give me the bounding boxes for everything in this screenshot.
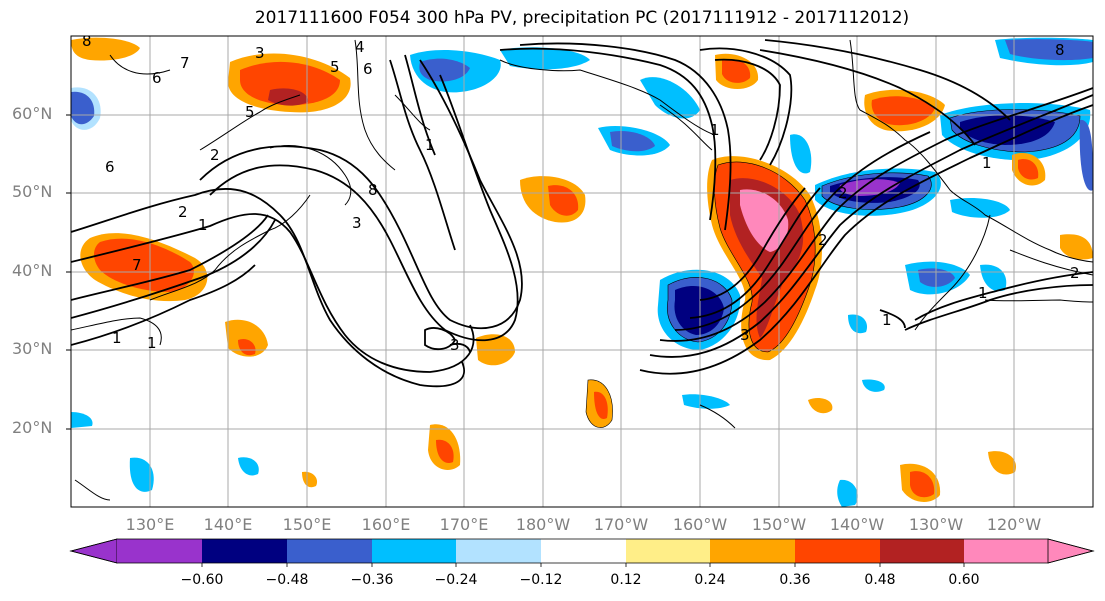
- colorbar-swatch: [117, 539, 202, 563]
- pv-contour-label: 6: [152, 69, 162, 87]
- colorbar-tick-label: −0.12: [519, 572, 563, 588]
- colorbar-tick-label: −0.24: [434, 572, 478, 588]
- pv-contour-label: 8: [368, 181, 378, 199]
- colorbar-extend-high: [1047, 538, 1095, 564]
- colorbar-tick-label: −0.60: [180, 572, 224, 588]
- lon-label-160w: 160°W: [672, 515, 728, 534]
- pv-contour-label: 6: [363, 60, 373, 78]
- colorbar-swatch: [372, 539, 456, 563]
- pv-contour-label: 2: [838, 184, 848, 202]
- colorbar-swatch: [795, 539, 880, 563]
- pv-contour-label: 1: [710, 121, 720, 139]
- lat-label-30n: 30°N: [12, 339, 53, 358]
- colorbar-tick-label: 0.48: [864, 572, 896, 588]
- colorbar-tick-label: 0.24: [694, 572, 726, 588]
- lat-label-20n: 20°N: [12, 418, 53, 437]
- map-gridlines: [71, 36, 1093, 507]
- pv-contour-label: 1: [147, 334, 157, 352]
- colorbar-swatch: [964, 539, 1048, 563]
- pv-contour-label: 7: [132, 256, 142, 274]
- colorbar-tick-label: −0.48: [265, 572, 309, 588]
- lon-label-170e: 170°E: [439, 515, 489, 534]
- map-panel: 8 7 6 5 4 3 2 1 6 5 6 7 1 1 2 3 1 8 1 1 …: [71, 32, 1093, 507]
- pv-contour-label: 2: [210, 146, 220, 164]
- lat-label-60n: 60°N: [12, 104, 53, 123]
- pv-contour-label: 1: [882, 311, 892, 329]
- lon-label-150e: 150°E: [282, 515, 332, 534]
- lon-label-150w: 150°W: [751, 515, 807, 534]
- pv-contour-label: 6: [105, 158, 115, 176]
- lon-label-130w: 130°W: [908, 515, 964, 534]
- axis-ticks: [66, 114, 71, 430]
- pv-contour-label: 2: [818, 231, 828, 249]
- colorbar-swatch: [541, 539, 626, 563]
- pv-contour-label: 1: [198, 216, 208, 234]
- colorbar-swatch: [202, 539, 287, 563]
- colorbar-extend-low: [69, 538, 118, 564]
- colorbar-tick-label: 0.60: [948, 572, 980, 588]
- colorbar-tick-label: 0.36: [779, 572, 811, 588]
- pv-contour-label: 5: [245, 103, 255, 121]
- pv-contour-label: 8: [1055, 41, 1065, 59]
- colorbar-swatch: [456, 539, 541, 563]
- pv-contour-label: 8: [82, 32, 92, 50]
- pv-contour-label: 3: [255, 44, 265, 62]
- lon-label-180w: 180°W: [515, 515, 571, 534]
- colorbar-swatch: [880, 539, 964, 563]
- lon-label-160e: 160°E: [361, 515, 411, 534]
- colorbar-outline: [69, 538, 1095, 564]
- lat-label-50n: 50°N: [12, 182, 53, 201]
- lon-label-130e: 130°E: [125, 515, 175, 534]
- precip-outlines: [585, 109, 1081, 428]
- precip-anomaly-shading: [71, 37, 1093, 507]
- pv-contour-label: 3: [352, 214, 362, 232]
- pv-contour-label: 3: [740, 326, 750, 344]
- pv-contour-label: 4: [355, 38, 365, 56]
- lon-label-140e: 140°E: [203, 515, 253, 534]
- lon-label-120w: 120°W: [986, 515, 1042, 534]
- colorbar-swatch: [710, 539, 795, 563]
- pv-contour-label: 5: [330, 58, 340, 76]
- pv-contour-label: 1: [112, 329, 122, 347]
- colorbar-swatch: [287, 539, 372, 563]
- lon-label-170w: 170°W: [593, 515, 649, 534]
- pv-contour-label: 3: [450, 336, 460, 354]
- pv-contours: [71, 39, 1093, 388]
- pv-contour-labels: 8 7 6 5 4 3 2 1 6 5 6 7 1 1 2 3 1 8 1 1 …: [82, 32, 1080, 354]
- pv-contour-label: 7: [180, 54, 190, 72]
- pv-contour-label: 2: [178, 203, 188, 221]
- colorbar: [69, 538, 1095, 567]
- pv-contour-label: 2: [1070, 264, 1080, 282]
- colorbar-swatch: [626, 539, 710, 563]
- coastlines: [71, 39, 1093, 501]
- map-title: 2017111600 F054 300 hPa PV, precipitatio…: [254, 8, 910, 28]
- lat-label-40n: 40°N: [12, 261, 53, 280]
- pv-contour-label: 1: [982, 154, 992, 172]
- pv-contour-label: 1: [425, 136, 435, 154]
- colorbar-tick-label: 0.12: [610, 572, 642, 588]
- lon-label-140w: 140°W: [829, 515, 885, 534]
- pv-contour-label: 1: [978, 284, 988, 302]
- colorbar-tick-label: −0.36: [350, 572, 394, 588]
